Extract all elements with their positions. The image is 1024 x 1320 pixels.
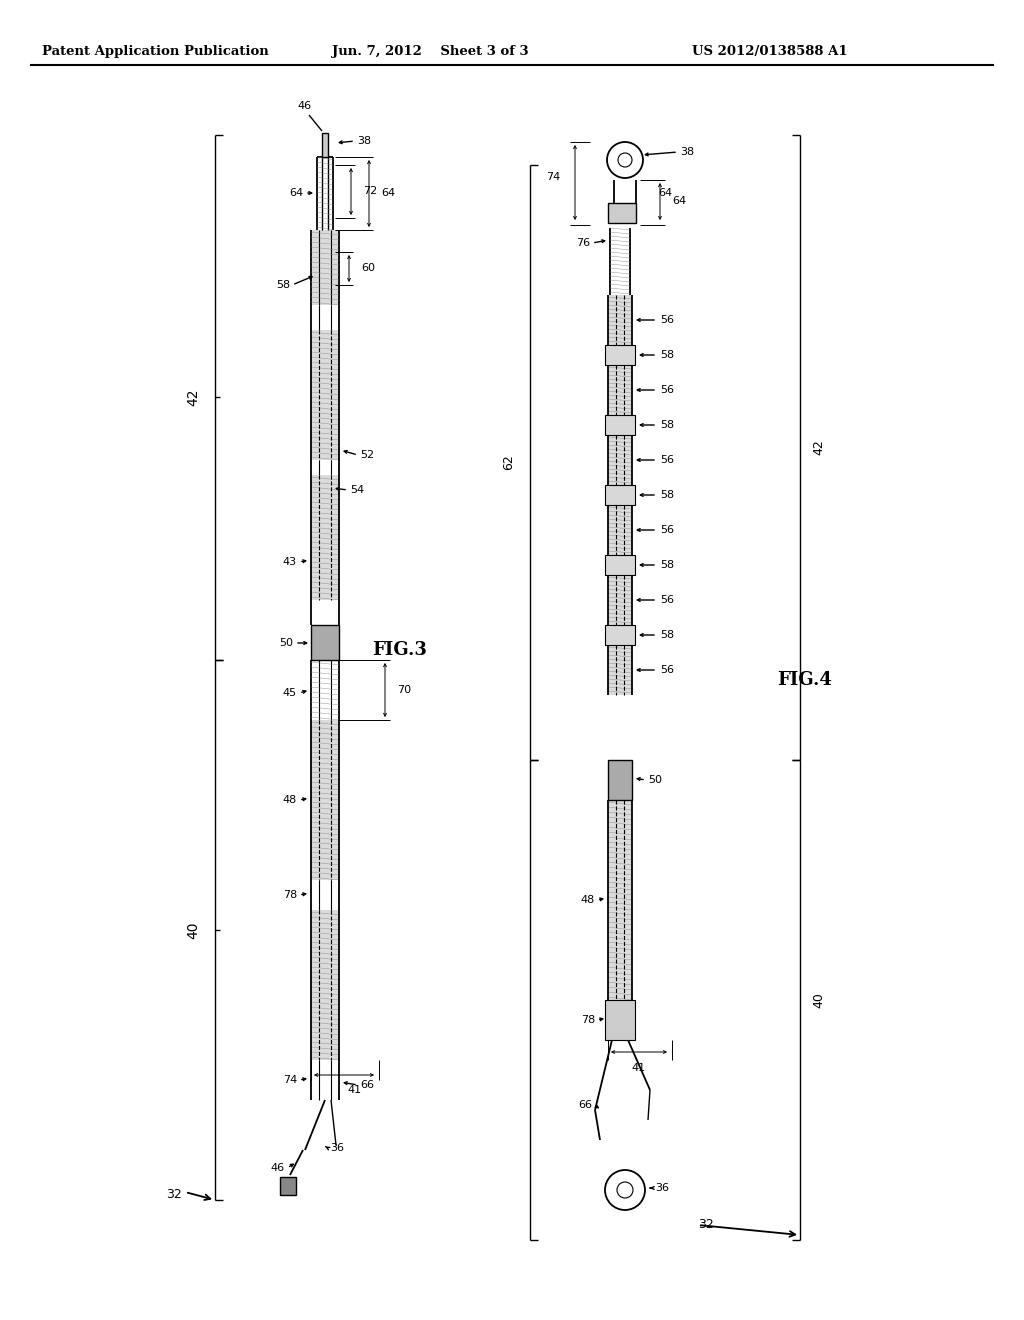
Bar bbox=[608, 366, 632, 414]
Text: 42: 42 bbox=[186, 388, 200, 405]
Bar bbox=[608, 576, 632, 624]
Text: 56: 56 bbox=[660, 455, 674, 465]
Text: 58: 58 bbox=[660, 420, 674, 430]
Text: 41: 41 bbox=[631, 1063, 645, 1073]
Bar bbox=[605, 484, 635, 506]
Text: 46: 46 bbox=[298, 102, 312, 111]
Text: 52: 52 bbox=[360, 450, 374, 459]
Bar bbox=[608, 645, 632, 696]
Text: 60: 60 bbox=[361, 263, 375, 273]
Text: 56: 56 bbox=[660, 525, 674, 535]
Bar bbox=[608, 294, 632, 345]
Text: 64: 64 bbox=[289, 187, 303, 198]
Text: 32: 32 bbox=[698, 1218, 714, 1232]
Text: 74: 74 bbox=[283, 1074, 297, 1085]
Text: 62: 62 bbox=[502, 454, 515, 470]
Text: 58: 58 bbox=[275, 280, 290, 290]
Text: 58: 58 bbox=[660, 350, 674, 360]
Text: 40: 40 bbox=[812, 993, 825, 1008]
Text: 46: 46 bbox=[271, 1163, 285, 1173]
Text: Patent Application Publication: Patent Application Publication bbox=[42, 45, 268, 58]
Text: 56: 56 bbox=[660, 595, 674, 605]
Text: 36: 36 bbox=[330, 1143, 344, 1152]
Bar bbox=[608, 436, 632, 484]
Bar bbox=[608, 203, 636, 223]
Text: 64: 64 bbox=[672, 195, 686, 206]
Text: 54: 54 bbox=[350, 484, 365, 495]
Bar bbox=[311, 330, 339, 459]
Bar bbox=[608, 800, 632, 1001]
Text: 38: 38 bbox=[357, 136, 371, 147]
Text: US 2012/0138588 A1: US 2012/0138588 A1 bbox=[692, 45, 848, 58]
Bar bbox=[311, 719, 339, 880]
Bar bbox=[608, 506, 632, 554]
Text: 74: 74 bbox=[546, 172, 560, 182]
Text: 50: 50 bbox=[648, 775, 662, 785]
Bar bbox=[605, 624, 635, 645]
Text: 72: 72 bbox=[362, 186, 377, 195]
Bar bbox=[322, 133, 328, 157]
Text: 56: 56 bbox=[660, 385, 674, 395]
Text: FIG.3: FIG.3 bbox=[373, 642, 427, 659]
Text: 58: 58 bbox=[660, 490, 674, 500]
Text: 70: 70 bbox=[397, 685, 411, 696]
Bar bbox=[605, 554, 635, 576]
Text: 78: 78 bbox=[581, 1015, 595, 1026]
Bar bbox=[605, 414, 635, 436]
Text: 40: 40 bbox=[186, 921, 200, 939]
Text: 48: 48 bbox=[283, 795, 297, 805]
Text: 48: 48 bbox=[581, 895, 595, 906]
Bar bbox=[608, 760, 632, 800]
Bar bbox=[311, 909, 339, 1060]
Text: FIG.4: FIG.4 bbox=[777, 671, 833, 689]
Text: 64: 64 bbox=[658, 187, 672, 198]
Text: 66: 66 bbox=[578, 1100, 592, 1110]
Text: 38: 38 bbox=[680, 147, 694, 157]
Text: 76: 76 bbox=[575, 238, 590, 248]
Text: 45: 45 bbox=[283, 688, 297, 698]
Text: 58: 58 bbox=[660, 630, 674, 640]
Text: 64: 64 bbox=[381, 187, 395, 198]
Text: 78: 78 bbox=[283, 890, 297, 900]
Text: 56: 56 bbox=[660, 315, 674, 325]
Text: 50: 50 bbox=[279, 638, 293, 648]
Text: Jun. 7, 2012    Sheet 3 of 3: Jun. 7, 2012 Sheet 3 of 3 bbox=[332, 45, 528, 58]
Text: 41: 41 bbox=[348, 1085, 362, 1096]
Text: 56: 56 bbox=[660, 665, 674, 675]
Bar bbox=[605, 1001, 635, 1040]
Bar bbox=[605, 345, 635, 366]
Text: 36: 36 bbox=[655, 1183, 669, 1193]
Text: 43: 43 bbox=[283, 557, 297, 568]
Bar bbox=[311, 624, 339, 660]
Text: 66: 66 bbox=[360, 1080, 374, 1090]
Text: 58: 58 bbox=[660, 560, 674, 570]
Text: 32: 32 bbox=[166, 1188, 182, 1201]
Bar bbox=[311, 475, 339, 601]
Text: 42: 42 bbox=[812, 440, 825, 455]
Bar bbox=[311, 230, 339, 305]
Bar bbox=[280, 1177, 296, 1195]
